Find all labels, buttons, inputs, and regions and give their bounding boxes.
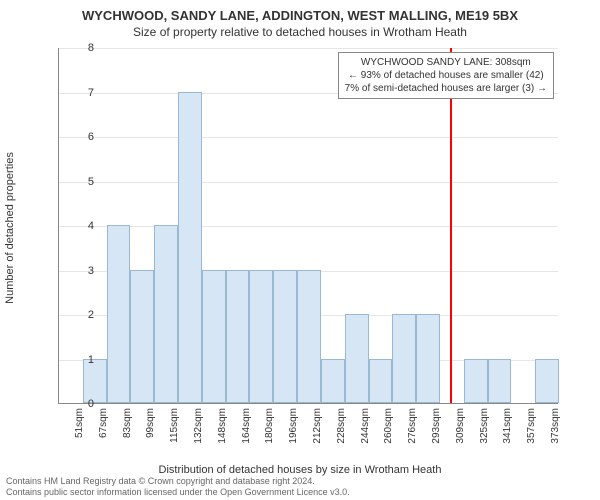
histogram-bar: [226, 270, 250, 404]
x-tick-label: 309sqm: [455, 408, 466, 444]
y-tick-label: 4: [64, 220, 94, 232]
histogram-bar: [107, 225, 131, 403]
gridline-y: [59, 48, 558, 49]
x-tick-label: 260sqm: [383, 408, 394, 444]
y-axis-label: Number of detached properties: [4, 152, 16, 304]
x-tick-label: 325sqm: [479, 408, 490, 444]
x-tick-label: 341sqm: [502, 408, 513, 444]
x-tick-label: 373sqm: [550, 408, 561, 444]
histogram-bar: [297, 270, 321, 404]
x-tick-label: 51sqm: [74, 408, 85, 438]
x-tick-label: 132sqm: [193, 408, 204, 444]
histogram-bar: [464, 359, 488, 404]
histogram-bar: [249, 270, 273, 404]
gridline-y: [59, 137, 558, 138]
x-tick-label: 357sqm: [526, 408, 537, 444]
histogram-bar: [178, 92, 202, 404]
y-tick-label: 6: [64, 131, 94, 143]
chart-legend-box: WYCHWOOD SANDY LANE: 308sqm ← 93% of det…: [338, 52, 554, 99]
legend-line-3: 7% of semi-detached houses are larger (3…: [345, 82, 547, 95]
histogram-bar: [392, 314, 416, 403]
x-tick-label: 293sqm: [431, 408, 442, 444]
histogram-bar: [321, 359, 345, 404]
x-tick-label: 212sqm: [312, 408, 323, 444]
footer-attribution: Contains HM Land Registry data © Crown c…: [6, 476, 350, 498]
histogram-bar: [130, 270, 154, 404]
x-tick-label: 244sqm: [360, 408, 371, 444]
y-tick-label: 1: [64, 354, 94, 366]
y-tick-label: 3: [64, 265, 94, 277]
histogram-bar: [202, 270, 226, 404]
x-tick-label: 115sqm: [169, 408, 180, 443]
marker-line: [450, 48, 452, 403]
x-tick-label: 99sqm: [145, 408, 156, 438]
x-tick-label: 228sqm: [336, 408, 347, 444]
x-tick-label: 83sqm: [122, 408, 133, 438]
y-tick-label: 2: [64, 309, 94, 321]
x-tick-label: 196sqm: [288, 408, 299, 444]
legend-line-1: WYCHWOOD SANDY LANE: 308sqm: [345, 56, 547, 69]
x-tick-label: 276sqm: [407, 408, 418, 444]
gridline-y: [59, 226, 558, 227]
histogram-bar: [535, 359, 559, 404]
chart-title-main: WYCHWOOD, SANDY LANE, ADDINGTON, WEST MA…: [0, 0, 600, 23]
histogram-bar: [345, 314, 369, 403]
histogram-bar: [369, 359, 393, 404]
x-tick-label: 148sqm: [217, 408, 228, 444]
histogram-bar: [416, 314, 440, 403]
histogram-plot-area: [58, 48, 558, 404]
legend-line-2: ← 93% of detached houses are smaller (42…: [345, 69, 547, 82]
x-tick-label: 180sqm: [264, 408, 275, 444]
histogram-bar: [488, 359, 512, 404]
gridline-y: [59, 182, 558, 183]
footer-line-1: Contains HM Land Registry data © Crown c…: [6, 476, 350, 487]
histogram-bar: [273, 270, 297, 404]
footer-line-2: Contains public sector information licen…: [6, 487, 350, 498]
y-tick-label: 5: [64, 176, 94, 188]
x-tick-label: 164sqm: [241, 408, 252, 444]
y-tick-label: 7: [64, 87, 94, 99]
x-axis-label: Distribution of detached houses by size …: [0, 464, 600, 476]
y-tick-label: 8: [64, 42, 94, 54]
x-tick-label: 67sqm: [98, 408, 109, 438]
histogram-bar: [154, 225, 178, 403]
chart-title-sub: Size of property relative to detached ho…: [0, 23, 600, 39]
